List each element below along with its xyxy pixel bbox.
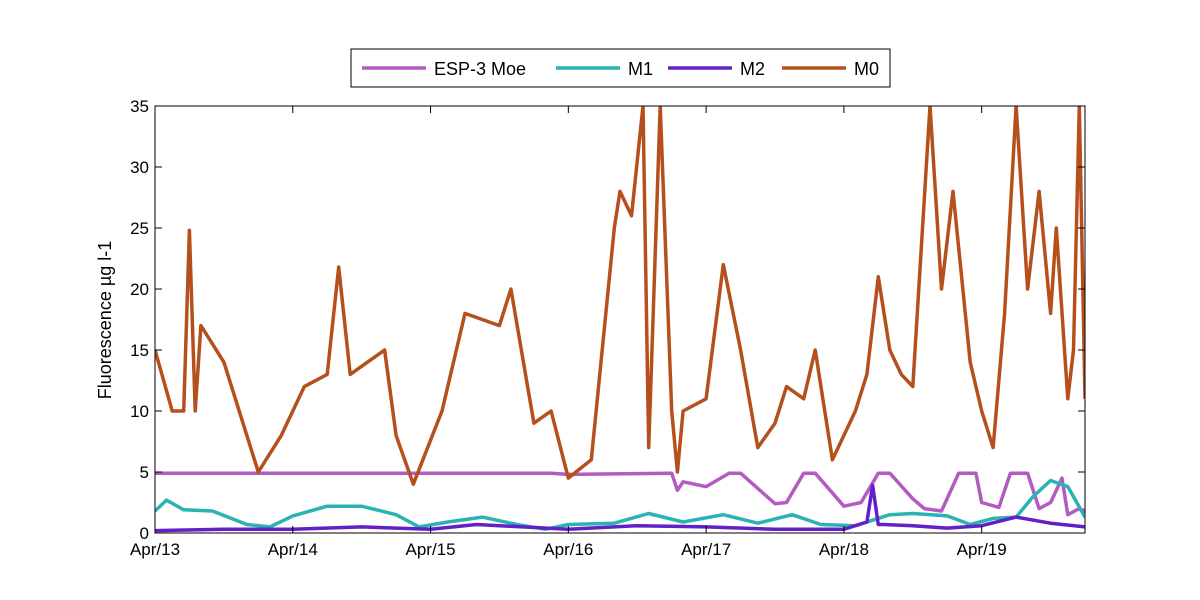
y-axis-title: Fluorescence µg l-1 [95,241,115,399]
x-tick-label: Apr/15 [406,540,456,559]
y-tick-label: 35 [130,97,149,116]
legend-label: M2 [740,59,765,79]
series-line-esp-3-moe [155,471,1085,517]
y-tick-label: 5 [140,463,149,482]
y-tick-label: 30 [130,158,149,177]
legend-label: M1 [628,59,653,79]
x-tick-label: Apr/13 [130,540,180,559]
y-tick-label: 25 [130,219,149,238]
series-line-m2 [155,483,1085,533]
axes-frame [154,105,1086,534]
x-tick-label: Apr/14 [268,540,318,559]
series-line-m0 [155,106,1085,486]
legend-label: M0 [854,59,879,79]
plot-area: 0 5 10 15 20 25 30 35 Apr/13 Apr/14 Apr/15 Apr/16 Ap… [130,97,1086,559]
y-axis-title-group: Fluorescence µg l-1 [95,241,115,399]
series-line-m1 [155,478,1085,532]
x-tick-label: Apr/18 [819,540,869,559]
legend: ESP-3 Moe M1 M2 M0 [350,48,891,88]
y-tick-label: 15 [130,341,149,360]
legend-label: ESP-3 Moe [434,59,526,79]
x-tick-label: Apr/17 [681,540,731,559]
y-tick-label: 0 [140,524,149,543]
x-tick-label: Apr/16 [543,540,593,559]
y-tick-label: 10 [130,402,149,421]
x-tick-label: Apr/19 [957,540,1007,559]
y-tick-label: 20 [130,280,149,299]
